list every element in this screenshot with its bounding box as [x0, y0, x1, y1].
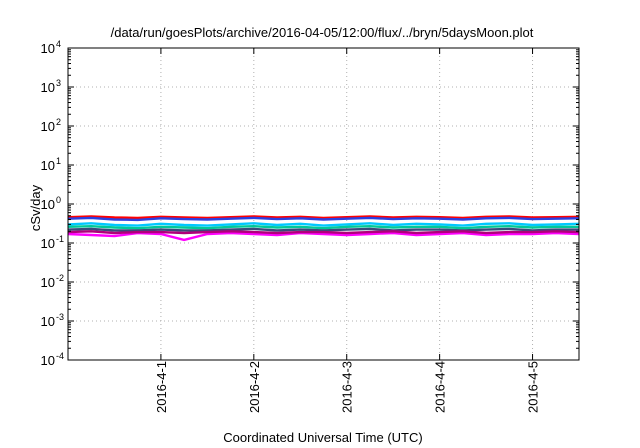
series-line: [67, 231, 580, 242]
y-tick-base: 10: [41, 119, 55, 134]
y-tick-exponent: 4: [56, 39, 61, 49]
y-tick-base: 10: [41, 80, 55, 95]
y-tick-exponent: -4: [56, 351, 64, 361]
y-tick-label: 10: [41, 158, 55, 173]
y-tick-label: 10: [41, 80, 55, 95]
series-line: [67, 230, 580, 235]
y-tick-label: 10: [41, 236, 55, 251]
series-line: [67, 224, 579, 230]
y-tick-exponent: 1: [56, 156, 61, 166]
plot-frame: [67, 47, 580, 361]
y-tick-label: 10: [41, 41, 55, 56]
y-tick-exponent: -3: [56, 312, 64, 322]
y-tick-base: 10: [41, 314, 55, 329]
y-tick-base: 10: [41, 236, 55, 251]
y-tick-label: 10: [41, 275, 55, 290]
chart-title: /data/run/goesPlots/archive/2016-04-05/1…: [111, 25, 534, 40]
series-line: [67, 227, 579, 232]
y-tick-base: 10: [41, 197, 55, 212]
x-tick-label: 2016-4-1: [154, 361, 169, 413]
x-axis-label: Coordinated Universal Time (UTC): [223, 430, 422, 445]
series-line: [67, 215, 580, 220]
y-tick-label: 10: [41, 197, 55, 212]
y-tick-exponent: 0: [56, 195, 61, 205]
y-tick-exponent: 3: [56, 78, 61, 88]
y-tick-base: 10: [41, 158, 55, 173]
x-tick-label: 2016-4-5: [526, 361, 541, 413]
y-tick-exponent: 2: [56, 117, 61, 127]
x-tick-label: 2016-4-3: [340, 361, 355, 413]
series-line: [67, 222, 580, 227]
y-tick-base: 10: [41, 275, 55, 290]
x-tick-label: 2016-4-4: [433, 361, 448, 413]
y-tick-base: 10: [41, 41, 55, 56]
x-tick-label: 2016-4-2: [247, 361, 262, 413]
y-tick-label: 10: [41, 353, 55, 368]
y-tick-exponent: -2: [56, 273, 64, 283]
y-tick-exponent: -1: [56, 234, 64, 244]
y-tick-label: 10: [41, 314, 55, 329]
series-line: [67, 216, 580, 222]
series-lines: [67, 215, 580, 242]
y-tick-label: 10: [41, 119, 55, 134]
y-tick-base: 10: [41, 353, 55, 368]
y-axis-label: cSv/day: [28, 184, 43, 231]
grid-lines: [68, 48, 579, 360]
